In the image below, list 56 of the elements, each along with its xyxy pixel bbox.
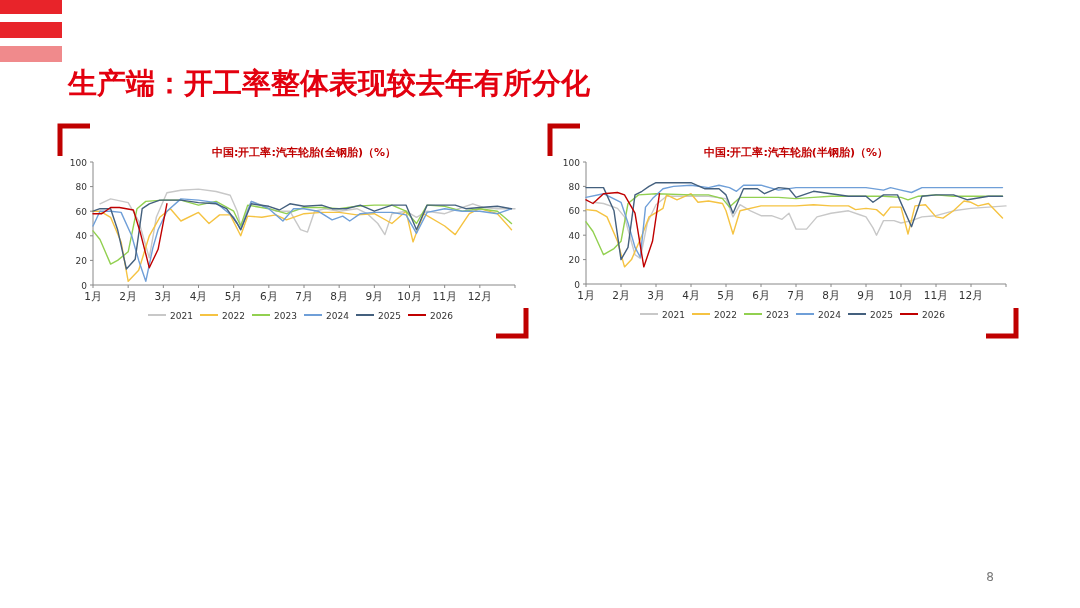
y-tick-label: 60 bbox=[568, 206, 581, 217]
x-tick-label: 10月 bbox=[397, 290, 422, 302]
x-tick-label: 10月 bbox=[888, 289, 914, 301]
line-series bbox=[585, 191, 661, 268]
chart-title: 中国:开工率:汽车轮胎(全钢胎)（%） bbox=[212, 146, 396, 159]
y-tick-label: 40 bbox=[568, 230, 581, 241]
x-tick-label: 3月 bbox=[154, 290, 173, 302]
y-tick-label: 20 bbox=[568, 255, 581, 266]
legend-label: 2022 bbox=[222, 310, 245, 321]
text: 生产端：开工率整体表现较去年有所分化 bbox=[67, 66, 591, 100]
line-series bbox=[99, 188, 516, 259]
legend-label: 2023 bbox=[274, 310, 297, 321]
x-tick-label: 11月 bbox=[923, 289, 949, 301]
x-tick-label: 2月 bbox=[612, 289, 630, 301]
x-tick-label: 5月 bbox=[224, 290, 243, 302]
y-tick-label: 40 bbox=[75, 231, 88, 242]
x-tick-label: 1月 bbox=[84, 290, 102, 302]
legend-label: 2024 bbox=[818, 309, 842, 320]
x-tick-label: 2月 bbox=[119, 290, 138, 302]
legend-label: 2021 bbox=[662, 309, 685, 320]
x-tick-label: 5月 bbox=[717, 289, 735, 301]
x-tick-label: 8月 bbox=[330, 290, 349, 302]
x-tick-label: 7月 bbox=[295, 290, 313, 302]
x-tick-label: 6月 bbox=[752, 289, 770, 301]
x-tick-label: 3月 bbox=[647, 289, 665, 301]
x-tick-label: 1月 bbox=[577, 289, 595, 301]
x-tick-label: 11月 bbox=[432, 290, 457, 302]
x-tick-label: 12月 bbox=[958, 289, 984, 301]
legend-label: 2021 bbox=[170, 310, 193, 321]
y-tick-label: 100 bbox=[69, 157, 88, 168]
x-tick-label: 4月 bbox=[189, 290, 208, 302]
y-tick-label: 60 bbox=[75, 206, 88, 217]
legend-label: 2024 bbox=[326, 310, 350, 321]
y-tick-label: 20 bbox=[75, 255, 88, 266]
legend-label: 2023 bbox=[766, 309, 789, 320]
legend-label: 2026 bbox=[430, 310, 454, 321]
legend-label: 2026 bbox=[922, 309, 946, 320]
legend-label: 2025 bbox=[870, 309, 893, 320]
line-series bbox=[585, 193, 1004, 268]
legend-label: 2022 bbox=[714, 309, 737, 320]
x-tick-label: 6月 bbox=[259, 290, 278, 302]
x-tick-label: 8月 bbox=[822, 289, 840, 301]
y-tick-label: 80 bbox=[568, 181, 581, 192]
x-tick-label: 9月 bbox=[857, 289, 875, 301]
x-tick-label: 7月 bbox=[787, 289, 805, 301]
x-tick-label: 12月 bbox=[467, 290, 493, 302]
line-series bbox=[92, 203, 168, 269]
chart-title: 中国:开工率:汽车轮胎(半钢胎)（%） bbox=[704, 146, 888, 159]
legend-label: 2025 bbox=[378, 310, 401, 321]
x-tick-label: 4月 bbox=[682, 289, 700, 301]
y-tick-label: 80 bbox=[75, 182, 88, 193]
y-tick-label: 0 bbox=[574, 279, 581, 290]
y-tick-label: 100 bbox=[562, 157, 581, 168]
y-tick-label: 0 bbox=[81, 280, 88, 291]
x-tick-label: 9月 bbox=[365, 290, 384, 302]
text: 8 bbox=[986, 570, 994, 584]
